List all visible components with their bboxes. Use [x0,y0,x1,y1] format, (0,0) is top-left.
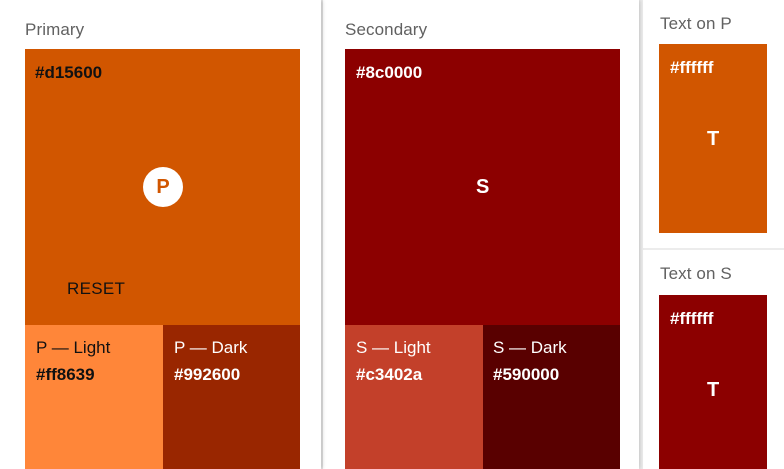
primary-dark-label: P — Dark [174,338,248,357]
text-on-secondary-swatch[interactable]: #ffffff T [659,295,767,469]
secondary-badge: S [476,176,490,198]
text-on-secondary-letter: T [707,379,720,401]
text-on-primary-swatch[interactable]: #ffffff T [659,44,767,233]
secondary-dark-swatch[interactable]: S — Dark #590000 [483,325,620,469]
primary-card: Primary #d15600 P RESET P — Light #ff863… [0,0,321,469]
primary-light-label: P — Light [36,338,111,357]
secondary-light-hex: #c3402a [356,365,423,384]
secondary-dark-hex: #590000 [493,365,560,384]
text-on-primary-card: Text on P #ffffff T [643,0,784,248]
text-on-primary-title: Text on P [660,14,732,33]
secondary-hex: #8c0000 [356,63,423,82]
text-on-primary-hex: #ffffff [670,58,714,77]
primary-hex: #d15600 [35,63,103,82]
primary-title: Primary [25,20,85,39]
secondary-dark-label: S — Dark [493,338,567,357]
secondary-title: Secondary [345,20,428,39]
primary-light-swatch[interactable]: P — Light #ff8639 [25,325,163,469]
secondary-light-label: S — Light [356,338,431,357]
secondary-light-swatch[interactable]: S — Light #c3402a [345,325,483,469]
text-on-primary-letter: T [707,128,720,150]
text-on-secondary-title: Text on S [660,264,732,283]
primary-main-swatch[interactable]: #d15600 P RESET [25,49,300,325]
primary-badge[interactable]: P [143,167,183,207]
primary-dark-hex: #992600 [174,365,241,384]
secondary-main-swatch[interactable]: #8c0000 S [345,49,620,325]
text-on-secondary-hex: #ffffff [670,309,714,328]
secondary-card: Secondary #8c0000 S S — Light #c3402a S … [323,0,639,469]
primary-dark-swatch[interactable]: P — Dark #992600 [163,325,300,469]
primary-light-hex: #ff8639 [36,365,95,384]
reset-button[interactable]: RESET [67,279,126,298]
text-on-secondary-card: Text on S #ffffff T [643,250,784,469]
